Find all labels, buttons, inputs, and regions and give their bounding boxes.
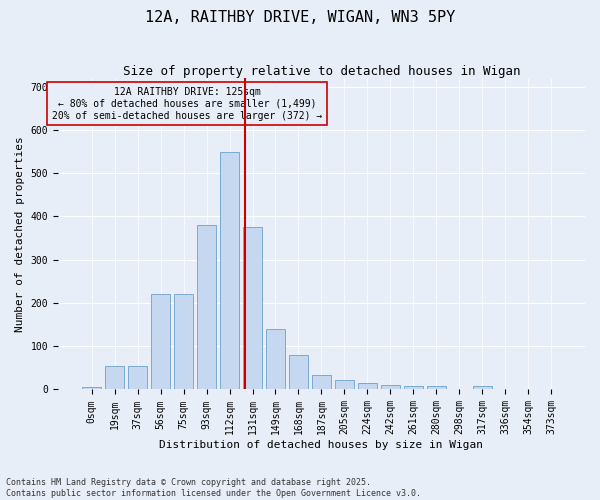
Bar: [380, 385, 400, 390]
Bar: [243, 227, 262, 390]
Text: Contains HM Land Registry data © Crown copyright and database right 2025.
Contai: Contains HM Land Registry data © Crown c…: [6, 478, 421, 498]
Bar: [220, 152, 239, 390]
Bar: [82, 388, 101, 390]
Bar: [151, 294, 170, 390]
Bar: [473, 386, 492, 390]
Bar: [197, 225, 217, 390]
Text: 12A RAITHBY DRIVE: 125sqm
← 80% of detached houses are smaller (1,499)
20% of se: 12A RAITHBY DRIVE: 125sqm ← 80% of detac…: [52, 88, 322, 120]
X-axis label: Distribution of detached houses by size in Wigan: Distribution of detached houses by size …: [160, 440, 484, 450]
Bar: [358, 383, 377, 390]
Bar: [174, 294, 193, 390]
Bar: [404, 386, 423, 390]
Bar: [105, 366, 124, 390]
Title: Size of property relative to detached houses in Wigan: Size of property relative to detached ho…: [123, 65, 520, 78]
Text: 12A, RAITHBY DRIVE, WIGAN, WN3 5PY: 12A, RAITHBY DRIVE, WIGAN, WN3 5PY: [145, 10, 455, 25]
Y-axis label: Number of detached properties: Number of detached properties: [15, 136, 25, 332]
Bar: [335, 380, 354, 390]
Bar: [311, 375, 331, 390]
Bar: [427, 386, 446, 390]
Bar: [266, 329, 285, 390]
Bar: [128, 366, 148, 390]
Bar: [289, 355, 308, 390]
